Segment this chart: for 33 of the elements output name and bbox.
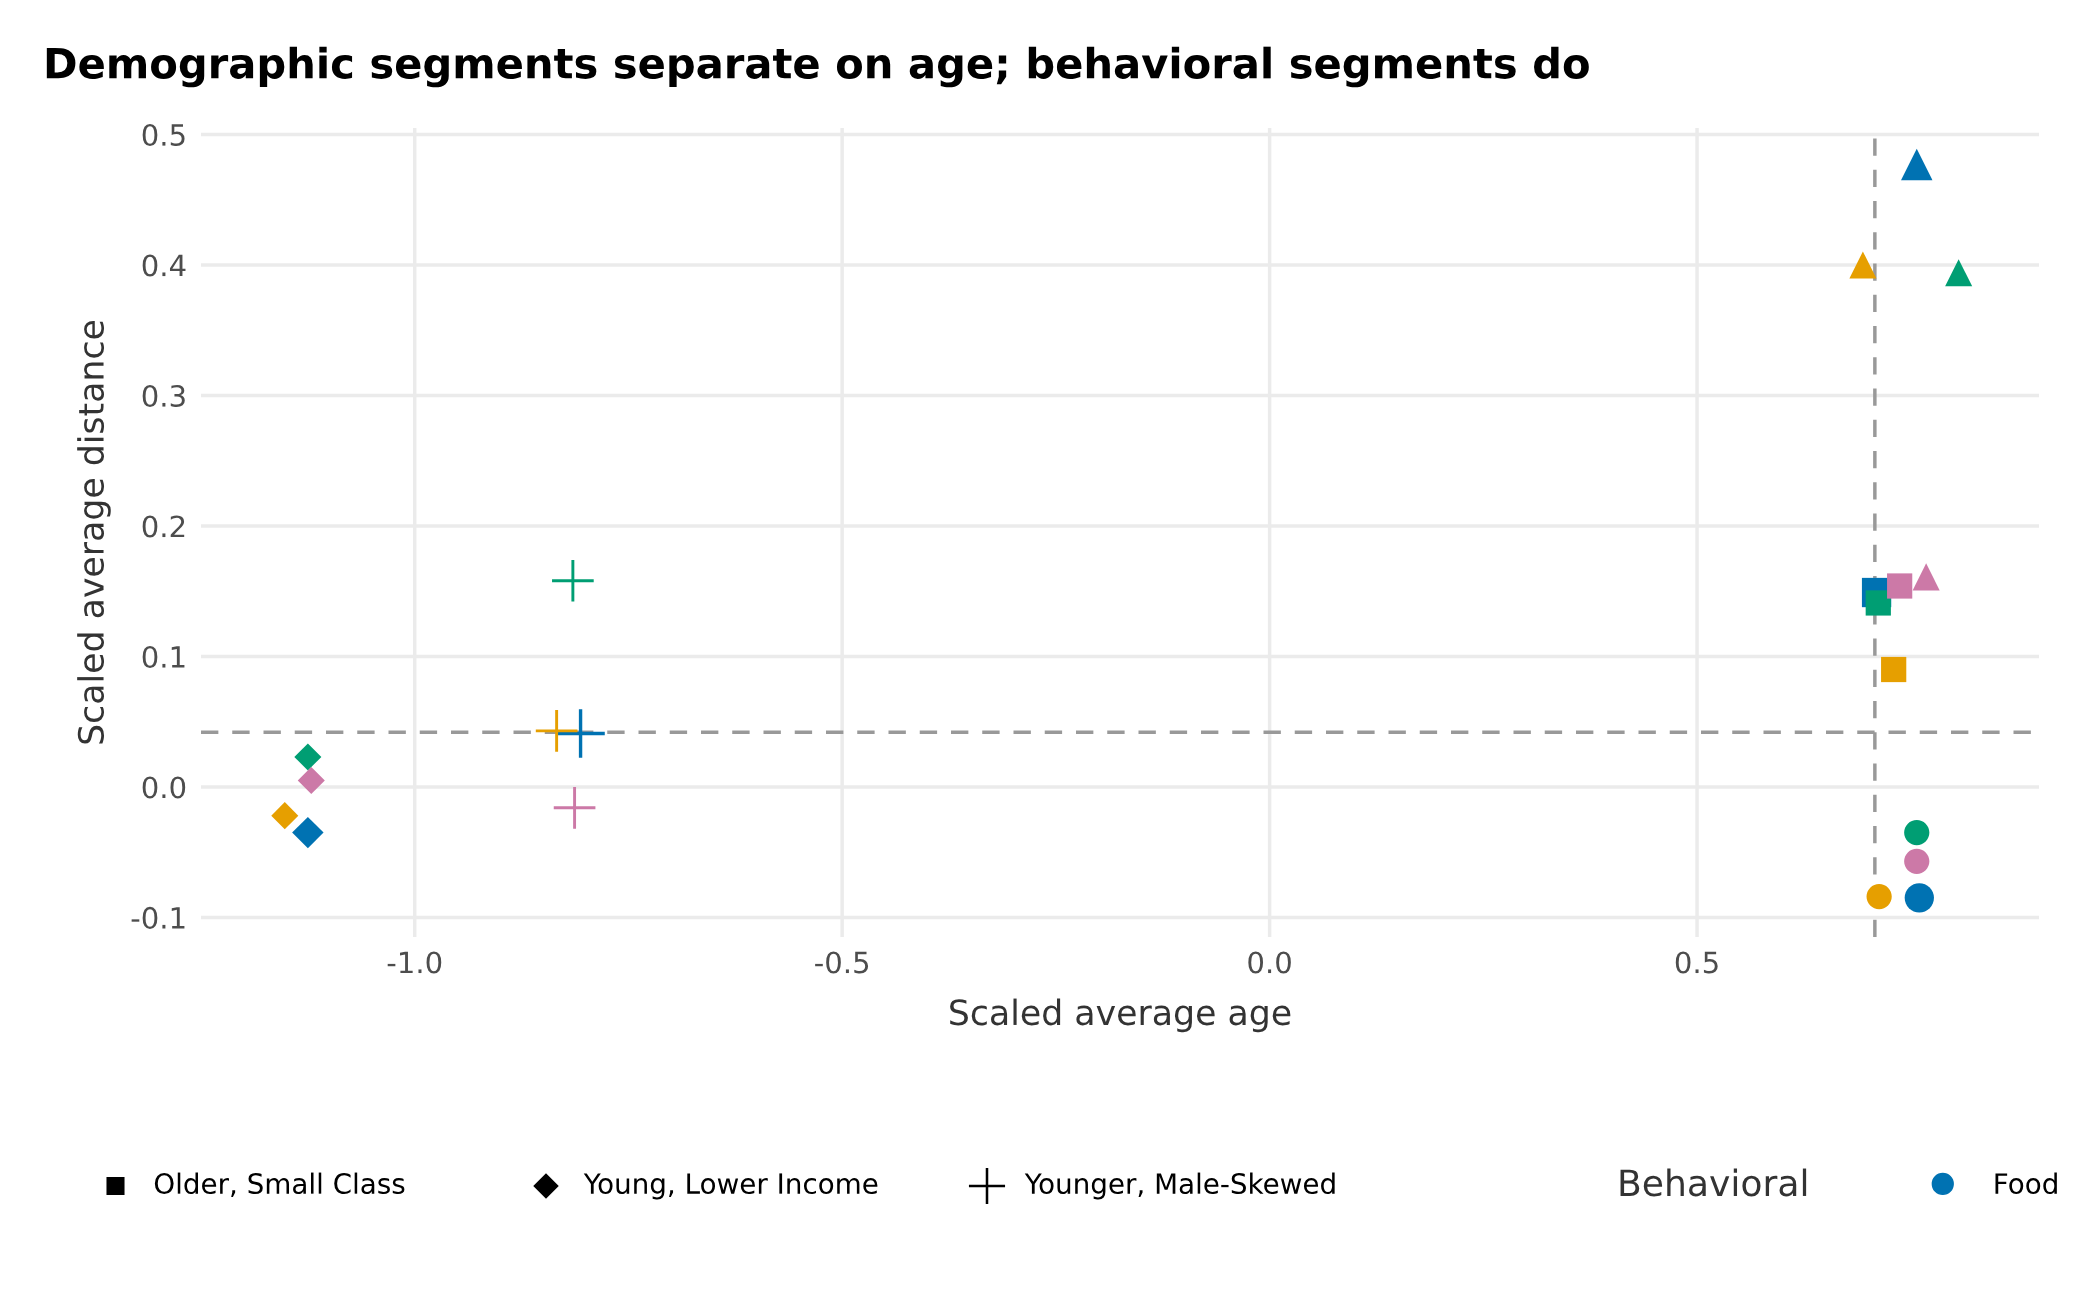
chart-title: Demographic segments separate on age; behavioral segments do <box>46 46 1589 88</box>
x-tick-label: 0.0 <box>1248 951 1291 974</box>
point <box>1866 883 1892 910</box>
point <box>1887 573 1913 599</box>
legend-title: Behavioral <box>1620 1168 1807 1197</box>
text: Young, Lower Income <box>583 1173 878 1200</box>
point <box>297 766 325 794</box>
y-tick-label: 0.2 <box>142 515 185 538</box>
text: Younger, Male-Skewed <box>1024 1172 1335 1200</box>
point <box>1901 148 1933 181</box>
point <box>1904 883 1934 913</box>
y-tick-label: 0.5 <box>142 123 185 147</box>
point <box>292 816 324 849</box>
point <box>1912 563 1940 591</box>
text: Older, Small Class <box>154 1172 405 1197</box>
x-tick-label: -0.5 <box>815 951 869 974</box>
x-tick-label: -1.0 <box>387 951 442 974</box>
point <box>1945 259 1973 287</box>
y-tick-label: 0.3 <box>142 384 185 407</box>
point <box>271 802 299 830</box>
point <box>1904 820 1930 846</box>
point <box>1904 848 1930 874</box>
y-tick-label: 0.0 <box>142 776 186 799</box>
legend-label: Food <box>1995 1172 2057 1195</box>
y-tick-label: 0.4 <box>142 254 186 277</box>
x-axis-title: Scaled average age <box>950 998 1291 1033</box>
point <box>294 743 322 771</box>
y-axis-title: Scaled average distance <box>77 320 111 744</box>
point <box>1849 251 1877 279</box>
y-tick-label: 0.1 <box>142 645 185 668</box>
y-tick-label: -0.1 <box>131 906 185 929</box>
x-tick-label: 0.5 <box>1675 951 1718 974</box>
point <box>1881 656 1907 683</box>
